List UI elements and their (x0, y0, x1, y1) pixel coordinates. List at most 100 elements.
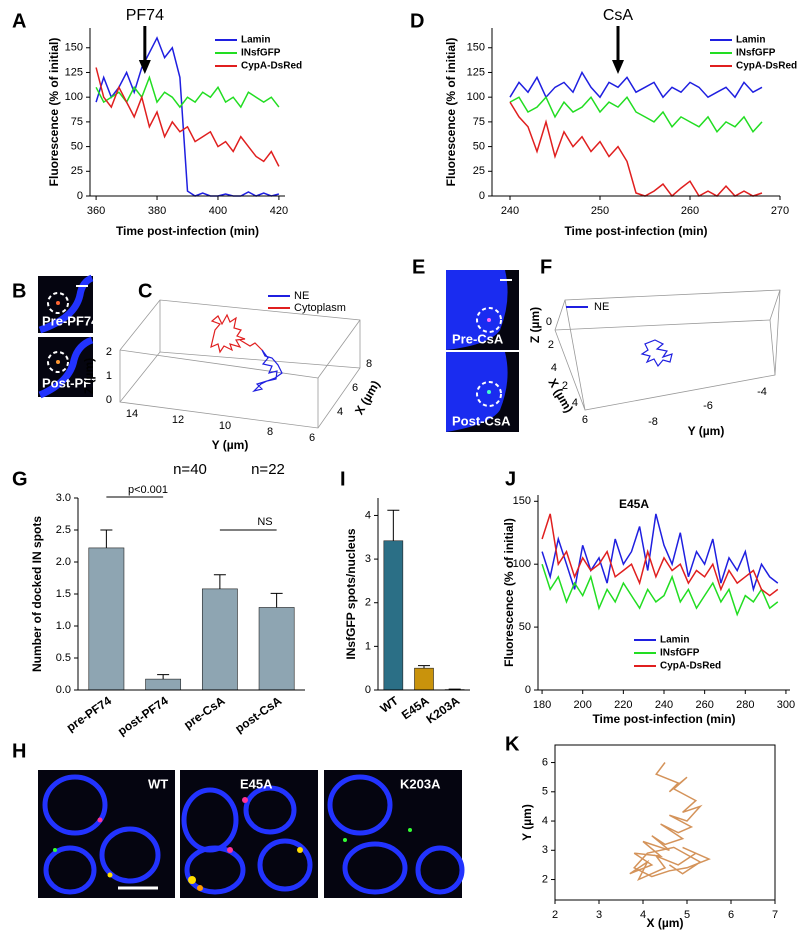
bar (383, 540, 404, 691)
image-label: E45A (240, 776, 273, 791)
panel-label: D (410, 10, 424, 32)
x-tick-label: 2 (552, 909, 558, 921)
x-tick-label: 400 (209, 205, 227, 217)
annotation: CsA (603, 7, 634, 24)
y-axis-label: INsfGFP spots/nucleus (344, 528, 358, 659)
y-tick-label: 50 (71, 140, 83, 152)
y-tick-label: 75 (71, 116, 83, 128)
y-tick-label: 150 (65, 42, 83, 54)
x-tick-label: 7 (772, 909, 778, 921)
panel-label: F (540, 256, 552, 278)
axis (491, 28, 780, 197)
bar (258, 607, 295, 691)
error-bar (213, 574, 226, 589)
y-tick-label: 2 (365, 597, 371, 609)
y-tick-label: 75 (473, 116, 485, 128)
legend-label: Lamin (241, 35, 270, 46)
panel-label: G (12, 468, 28, 490)
trajectory-3d: NE 0 2 4 Z (µm) 2 4 6 X (µm) -8 -6 -4 Y … (528, 289, 781, 438)
panel-label: I (340, 468, 346, 490)
x-tick-label: 260 (695, 699, 713, 711)
series-line (95, 75, 280, 109)
error-bar (157, 674, 170, 680)
y-tick: -8 (648, 416, 658, 428)
x-tick-label: post-CsA (232, 693, 284, 735)
series-line (509, 95, 763, 134)
y-tick: 6 (309, 432, 315, 444)
x-tick-label: 200 (574, 699, 592, 711)
z-axis-label: Z (µm) (528, 307, 542, 343)
x-tick-label: 270 (771, 205, 789, 217)
y-tick-label: 100 (513, 558, 531, 570)
y-tick-label: 0 (479, 190, 485, 202)
image-label: Pre-CsA (452, 331, 504, 346)
y-tick-label: 4 (542, 815, 548, 827)
y-tick-label: 100 (65, 91, 83, 103)
series-line (541, 563, 779, 617)
axis (537, 495, 790, 691)
annotation: PF74 (126, 7, 164, 24)
y-tick-label: 2.5 (56, 524, 71, 536)
y-tick-label: 1.5 (56, 588, 71, 600)
annotation: E45A (619, 497, 649, 511)
error-bar (387, 509, 400, 541)
y-axis-label: Y (µm) (212, 438, 249, 452)
y-axis-label: Fluorescence (% of initial) (444, 38, 458, 187)
x-tick-label: 240 (655, 699, 673, 711)
micrograph: Pre-CsA Post-CsA (446, 270, 519, 432)
y-tick: -4 (757, 386, 767, 398)
x-axis-label: Time post-infection (min) (592, 712, 735, 726)
x-tick-label: 260 (681, 205, 699, 217)
series-line (629, 762, 711, 882)
legend-label: INsfGFP (241, 48, 281, 59)
image-label: Pre-PF74 (42, 313, 99, 328)
y-tick-label: 150 (513, 495, 531, 507)
error-bar (100, 529, 113, 548)
x-tick: 6 (582, 414, 588, 426)
z-tick: 0 (106, 394, 112, 406)
y-tick-label: 3 (542, 844, 548, 856)
micrograph: Pre-PF74 Post-PF74 (38, 274, 106, 399)
annotation: p<0.001 (128, 484, 168, 496)
x-axis-label: X (µm) (545, 376, 576, 415)
x-tick-label: 6 (728, 909, 734, 921)
y-tick-label: 3 (365, 553, 371, 565)
z-tick: 1 (106, 370, 112, 382)
y-tick: 8 (267, 426, 273, 438)
panel-label: H (12, 740, 26, 762)
y-tick-label: 6 (542, 756, 548, 768)
y-axis-label: Y (µm) (688, 424, 725, 438)
y-axis-label: Fluorescence (% of initial) (47, 38, 61, 187)
panel-label: C (138, 280, 152, 302)
x-tick-label: WT (378, 693, 402, 716)
z-tick: 4 (551, 362, 557, 374)
bar (201, 588, 238, 691)
x-tick-label: 5 (684, 909, 690, 921)
y-tick-label: 0.0 (56, 684, 71, 696)
image-label: WT (148, 776, 168, 791)
x-tick: 6 (352, 382, 358, 394)
y-tick-label: 2 (542, 873, 548, 885)
bar (414, 667, 434, 691)
panel-label: B (12, 280, 26, 302)
x-axis-label: X (µm) (647, 916, 684, 930)
y-tick: 12 (172, 414, 184, 426)
legend-label: NE (594, 301, 609, 313)
micrograph: WT E45A K203A (38, 770, 465, 898)
y-tick-label: 3.0 (56, 492, 71, 504)
axis (377, 498, 470, 691)
legend-label: INsfGFP (660, 648, 700, 659)
series-line (541, 513, 779, 593)
image-label: K203A (400, 776, 441, 791)
y-tick-label: 1 (365, 640, 371, 652)
error-bar (270, 592, 283, 608)
arrow-head (612, 60, 624, 74)
y-tick-label: 5 (542, 786, 548, 798)
bar (145, 678, 182, 691)
image-label: Post-CsA (452, 413, 511, 428)
annotation: n=40 (173, 461, 207, 478)
x-axis-label: Time post-infection (min) (564, 224, 707, 238)
x-tick: 8 (366, 358, 372, 370)
x-tick: 4 (337, 406, 343, 418)
